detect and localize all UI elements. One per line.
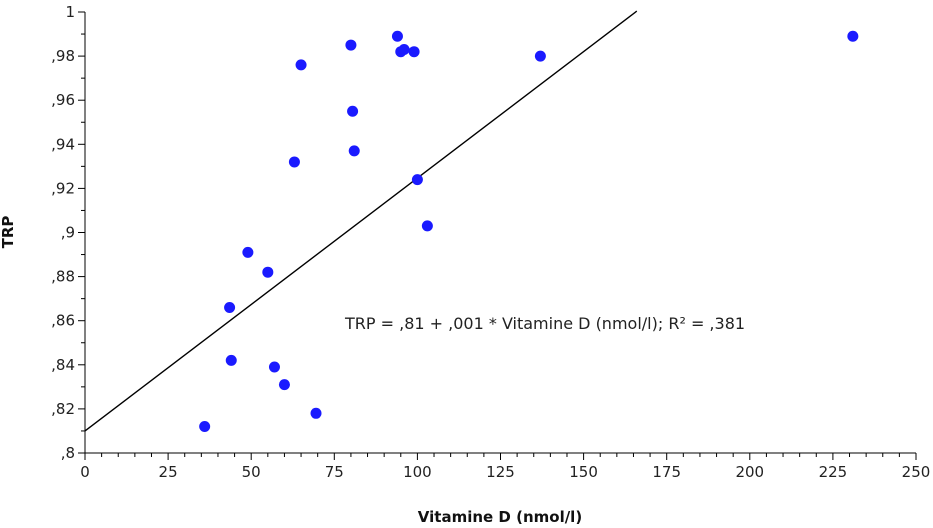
data-point: [199, 421, 211, 433]
y-tick-label: ,92: [51, 179, 75, 197]
y-tick-label: ,84: [51, 356, 75, 374]
y-tick-label: ,82: [51, 400, 75, 418]
data-point: [411, 174, 423, 186]
regression-equation: TRP = ,81 + ,001 * Vitamine D (nmol/l); …: [344, 314, 745, 333]
data-point: [408, 46, 420, 58]
x-tick-label: 225: [819, 463, 848, 481]
y-tick-label: ,96: [51, 91, 75, 109]
x-axis-ticks: 0 25 50 75 100 125 150 175 200 225 250: [80, 453, 930, 481]
x-tick-label: 150: [569, 463, 598, 481]
x-tick-label: 175: [652, 463, 681, 481]
x-tick-label: 125: [486, 463, 515, 481]
y-tick-label: ,86: [51, 312, 75, 330]
x-tick-label: 200: [735, 463, 764, 481]
data-point: [225, 354, 237, 366]
data-point: [421, 220, 433, 232]
data-point: [534, 50, 546, 62]
x-tick-label: 25: [159, 463, 178, 481]
data-point: [347, 105, 359, 117]
data-point: [288, 156, 300, 168]
x-tick-label: 250: [902, 463, 931, 481]
x-tick-label: 100: [403, 463, 432, 481]
y-axis-ticks: ,8 ,82 ,84 ,86 ,88 ,9 ,92 ,94 ,96 ,98 1: [51, 3, 85, 462]
data-point: [224, 301, 236, 313]
data-point: [345, 39, 357, 51]
x-tick-label: 50: [242, 463, 261, 481]
data-point: [310, 407, 322, 419]
y-tick-label: ,94: [51, 135, 75, 153]
axes: 0 25 50 75 100 125 150 175 200 225 250 ,8 ,82 ,84 ,86…: [51, 3, 930, 481]
data-point: [391, 30, 403, 42]
y-tick-label: ,8: [61, 444, 75, 462]
data-points: [199, 30, 859, 433]
data-point: [348, 145, 360, 157]
data-point: [847, 30, 859, 42]
x-tick-label: 0: [80, 463, 90, 481]
x-axis-title: Vitamine D (nmol/l): [418, 508, 582, 526]
y-tick-label: ,9: [61, 224, 75, 242]
data-point: [268, 361, 280, 373]
y-tick-label: ,88: [51, 268, 75, 286]
data-point: [278, 379, 290, 391]
y-tick-label: 1: [65, 3, 75, 21]
x-tick-label: 75: [325, 463, 344, 481]
data-point: [295, 59, 307, 71]
y-axis-title: TRP: [0, 216, 17, 249]
data-point: [262, 266, 274, 278]
regression-line: [84, 10, 638, 432]
y-tick-label: ,98: [51, 47, 75, 65]
data-point: [242, 246, 254, 258]
data-point: [398, 43, 410, 55]
regression-layer: [84, 10, 638, 432]
